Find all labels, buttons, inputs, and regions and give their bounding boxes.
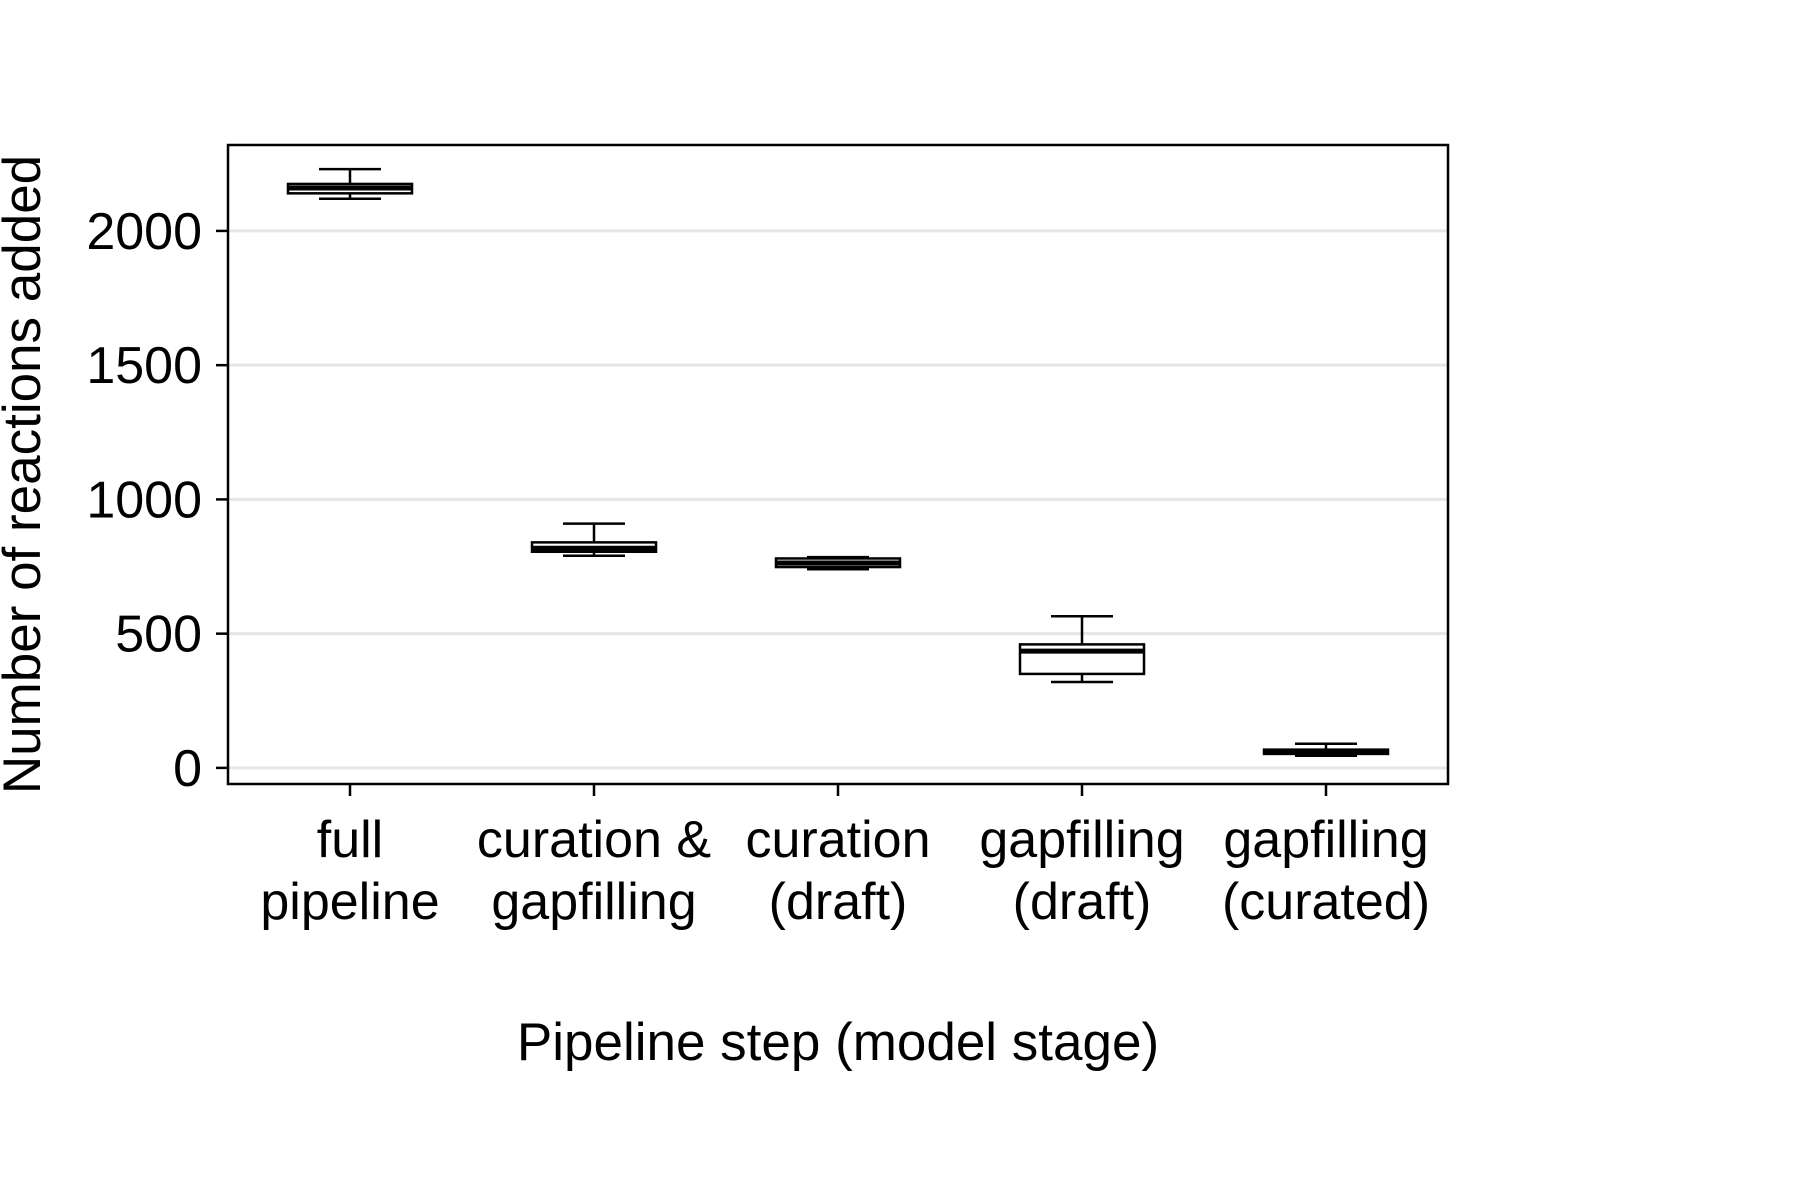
y-axis-title: Number of reactions added [0,155,52,794]
box-group [1262,742,1390,758]
x-tick-label-line: curation [746,811,931,869]
x-tick-label-line: (draft) [769,873,908,931]
x-tick-label-line: (draft) [1013,873,1152,931]
y-tick-label: 2000 [86,203,202,261]
y-tick-label: 1000 [86,471,202,529]
x-tick-label-line: pipeline [260,873,439,931]
x-tick-label: gapfilling (draft) [979,811,1184,931]
box-group [530,522,658,558]
box-group [774,555,902,571]
box-group [286,167,414,200]
plot-frame [226,143,1450,786]
x-tick-label-line: gapfilling [1223,811,1428,869]
x-tick-label-line: gapfilling [491,873,696,931]
x-tick-label: curation (draft) [746,811,931,931]
tick-layer [216,229,1328,796]
y-tick-label: 1500 [86,337,202,395]
x-tick-label-line: curation & [477,811,711,869]
grid-layer [228,229,1448,770]
x-tick-label-line: full [317,811,383,869]
x-tick-label: curation & gapfilling [477,811,711,931]
y-tick-label: 500 [115,606,202,664]
x-tick-label-line: gapfilling [979,811,1184,869]
box-group [1018,614,1146,684]
x-tick-label-line: (curated) [1222,873,1430,931]
y-tick-label: 0 [173,740,202,798]
x-tick-label: full pipeline [260,811,439,931]
x-tick-label: gapfilling (curated) [1222,811,1430,931]
box-layer [286,167,1390,758]
x-axis-title: Pipeline step (model stage) [517,1013,1159,1072]
